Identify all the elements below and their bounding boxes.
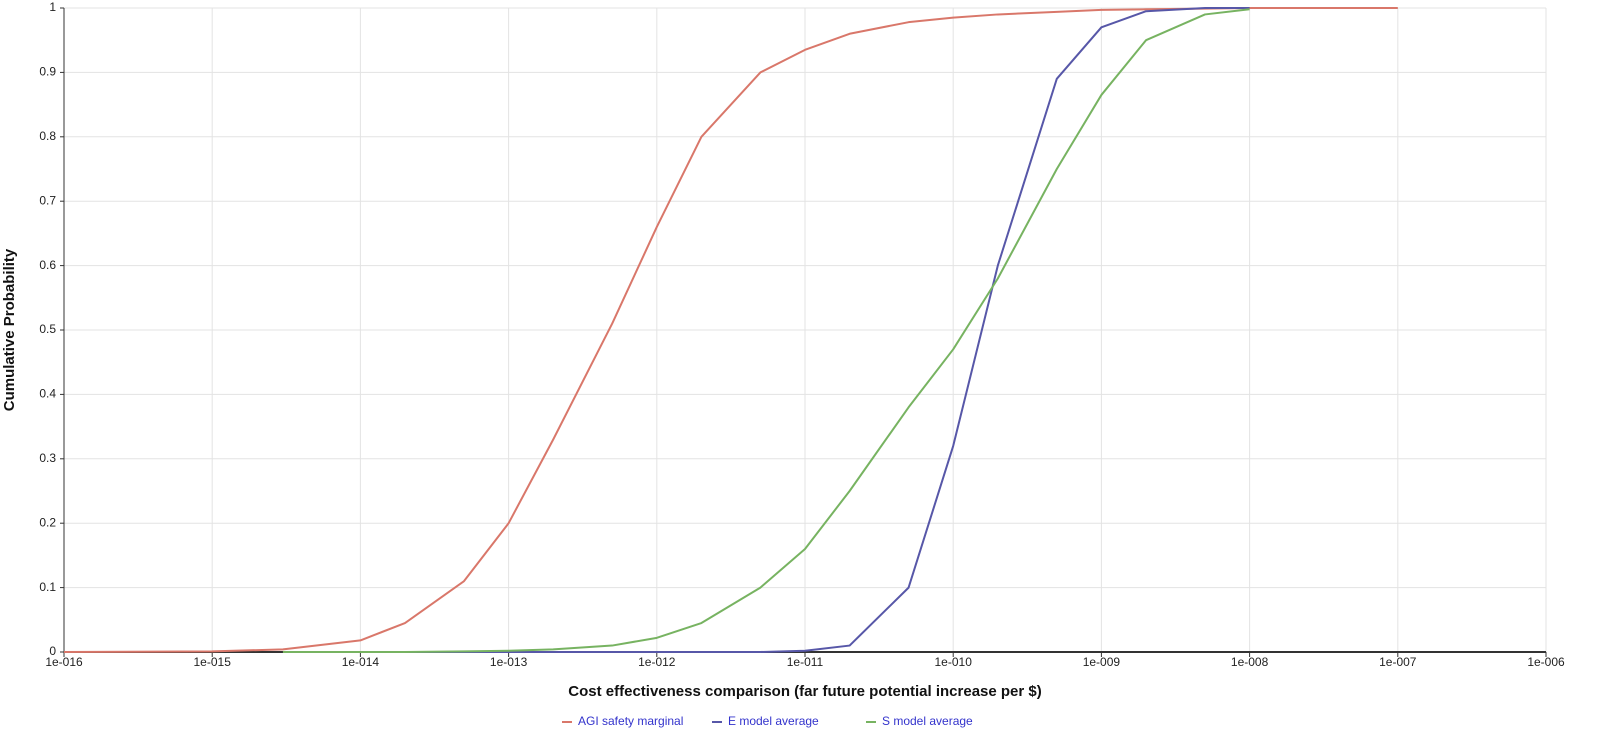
y-tick-label: 0.5 bbox=[39, 322, 56, 336]
y-tick-label: 0.6 bbox=[39, 258, 56, 272]
x-tick-label: 1e-016 bbox=[45, 655, 83, 669]
x-tick-label: 1e-012 bbox=[638, 655, 676, 669]
y-tick-label: 0 bbox=[49, 644, 56, 658]
y-tick-label: 0.7 bbox=[39, 193, 56, 207]
y-tick-label: 0.9 bbox=[39, 65, 56, 79]
legend-label: AGI safety marginal bbox=[578, 714, 683, 728]
y-axis-title: Cumulative Probability bbox=[1, 248, 18, 411]
x-tick-label: 1e-015 bbox=[194, 655, 232, 669]
x-tick-label: 1e-006 bbox=[1527, 655, 1565, 669]
x-tick-label: 1e-007 bbox=[1379, 655, 1417, 669]
y-tick-label: 0.1 bbox=[39, 580, 56, 594]
line-series bbox=[360, 7, 1250, 653]
x-tick-label: 1e-010 bbox=[935, 655, 973, 669]
y-tick-label: 0.8 bbox=[39, 129, 56, 143]
y-tick-label: 1 bbox=[49, 0, 56, 14]
x-tick-label: 1e-013 bbox=[490, 655, 528, 669]
x-tick-label: 1e-014 bbox=[342, 655, 380, 669]
x-tick-label: 1e-011 bbox=[787, 655, 824, 669]
legend-label: S model average bbox=[882, 714, 973, 728]
legend-label: E model average bbox=[728, 714, 819, 728]
y-tick-label: 0.3 bbox=[39, 451, 56, 465]
x-tick-label: 1e-009 bbox=[1083, 655, 1121, 669]
x-axis-title: Cost effectiveness comparison (far futur… bbox=[568, 683, 1041, 700]
x-tick-label: 1e-008 bbox=[1231, 655, 1269, 669]
line-series bbox=[63, 7, 1398, 653]
y-tick-label: 0.4 bbox=[39, 387, 56, 401]
line-series bbox=[282, 8, 1250, 653]
y-tick-label: 0.2 bbox=[39, 515, 56, 529]
